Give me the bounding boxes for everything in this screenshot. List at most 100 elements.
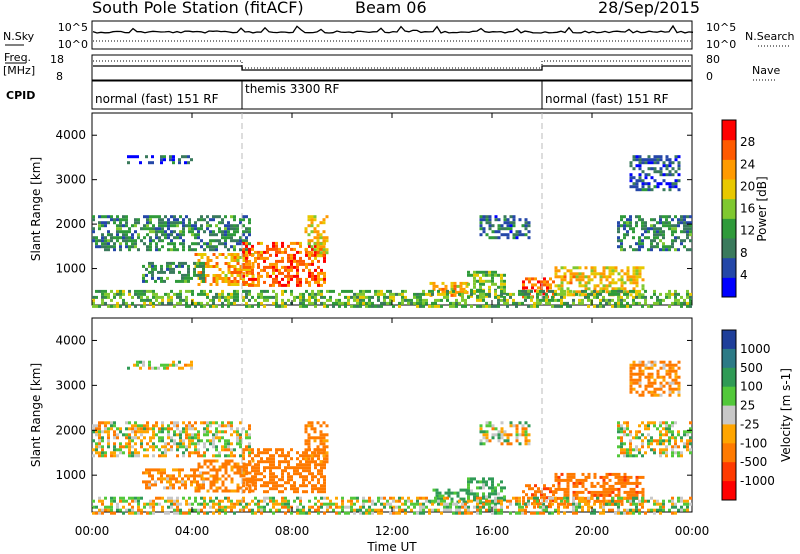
power-echo-cell [236, 280, 240, 283]
velocity-echo-cell [575, 502, 578, 506]
velocity-echo-cell [617, 481, 621, 485]
velocity-echo-cell [287, 451, 290, 455]
velocity-echo-cell [557, 505, 560, 509]
power-echo-cell [494, 304, 497, 308]
velocity-echo-cell [566, 481, 570, 485]
velocity-echo-cell [254, 466, 257, 470]
power-echo-cell [176, 301, 179, 305]
velocity-echo-cell [572, 475, 576, 479]
velocity-echo-cell [158, 430, 161, 434]
velocity-echo-cell [119, 496, 122, 500]
power-echo-cell [236, 292, 239, 296]
velocity-echo-cell [575, 508, 578, 512]
velocity-echo-cell [659, 433, 662, 437]
power-echo-cell [608, 290, 612, 294]
velocity-echo-cell [154, 480, 157, 484]
velocity-echo-cell [98, 442, 101, 446]
velocity-echo-cell [92, 499, 95, 503]
power-echo-cell [641, 239, 644, 243]
velocity-echo-cell [596, 496, 599, 500]
velocity-echo-cell [668, 387, 672, 391]
velocity-echo-cell [431, 508, 434, 512]
power-echo-cell [157, 276, 160, 280]
velocity-echo-cell [176, 427, 179, 431]
power-echo-cell [662, 236, 665, 240]
velocity-echo-cell [160, 468, 163, 472]
velocity-echo-cell [518, 499, 521, 503]
power-echo-cell [614, 289, 617, 293]
velocity-echo-cell [302, 463, 305, 467]
velocity-echo-cell [599, 475, 603, 479]
nave-label: Nave [752, 64, 780, 77]
velocity-echo-cell [161, 436, 164, 440]
velocity-echo-cell [491, 436, 495, 440]
power-echo-cell [224, 295, 227, 299]
nsky-tick-high: 10^5 [58, 21, 88, 34]
power-echo-cell [503, 273, 506, 277]
velocity-echo-cell [662, 390, 666, 394]
power-echo-cell [242, 224, 245, 228]
power-echo-cell [683, 239, 686, 243]
velocity-echo-cell [316, 436, 320, 440]
power-echo-cell [626, 275, 630, 279]
power-echo-cell [299, 277, 302, 281]
power-echo-cell [572, 266, 576, 270]
velocity-echo-cell [296, 511, 299, 515]
velocity-echo-cell [377, 511, 380, 515]
velocity-echo-cell [674, 505, 677, 509]
power-echo-cell [650, 248, 653, 252]
velocity-echo-cell [677, 366, 681, 370]
power-echo-cell [638, 218, 641, 222]
velocity-echo-cell [206, 430, 209, 434]
power-colorbar-tick: 28 [740, 135, 755, 149]
power-echo-cell [534, 277, 537, 281]
velocity-echo-cell [202, 477, 205, 481]
power-echo-cell [593, 287, 597, 291]
power-echo-cell [242, 256, 246, 259]
velocity-echo-cell [260, 451, 263, 455]
power-echo-cell [221, 301, 224, 305]
power-echo-cell [584, 281, 588, 285]
power-echo-cell [350, 295, 353, 299]
power-echo-cell [212, 245, 215, 249]
velocity-echo-cell [101, 445, 104, 449]
velocity-echo-cell [557, 478, 561, 482]
velocity-echo-cell [272, 505, 275, 509]
velocity-echo-cell [629, 511, 632, 515]
velocity-echo-cell [251, 466, 254, 470]
velocity-echo-cell [260, 511, 263, 515]
velocity-echo-cell [438, 494, 442, 498]
velocity-echo-cell [368, 496, 371, 500]
power-echo-cell [497, 227, 501, 231]
velocity-echo-cell [167, 424, 170, 428]
velocity-echo-cell [641, 499, 644, 503]
power-echo-cell [599, 281, 603, 285]
velocity-echo-cell [227, 496, 230, 500]
power-echo-cell [444, 287, 448, 291]
velocity-echo-cell [644, 384, 648, 388]
velocity-echo-cell [593, 493, 597, 497]
velocity-echo-cell [197, 511, 200, 515]
velocity-echo-cell [227, 445, 230, 449]
power-echo-cell [441, 281, 445, 285]
velocity-echo-cell [242, 505, 245, 509]
velocity-echo-cell [668, 366, 672, 370]
power-echo-cell [674, 236, 677, 240]
power-echo-cell [650, 295, 653, 299]
power-echo-cell [491, 230, 495, 234]
power-echo-cell [512, 236, 516, 240]
velocity-echo-cell [257, 478, 260, 482]
power-echo-cell [479, 279, 482, 283]
velocity-panel-frame [91, 317, 693, 513]
power-echo-cell [290, 262, 293, 266]
velocity-echo-cell [296, 451, 299, 455]
power-echo-cell [323, 280, 326, 284]
power-echo-cell [453, 284, 457, 288]
power-echo-cell [173, 221, 176, 225]
power-echo-cell [464, 304, 467, 308]
velocity-echo-cell [689, 421, 692, 425]
power-echo-cell [506, 236, 510, 240]
power-echo-cell [311, 271, 314, 275]
velocity-echo-cell [575, 496, 579, 500]
velocity-echo-cell [383, 505, 386, 509]
